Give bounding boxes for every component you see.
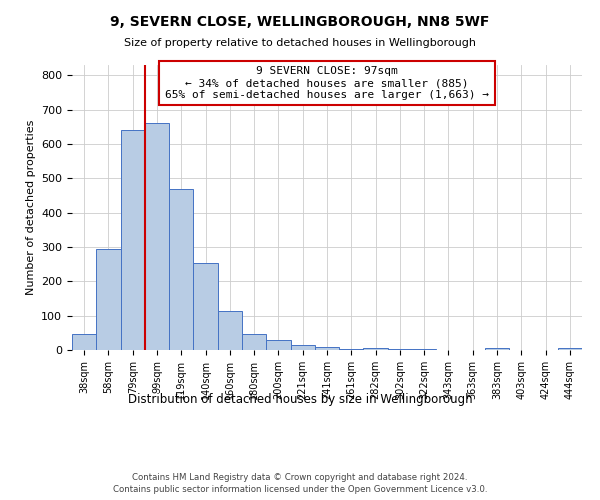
Text: Size of property relative to detached houses in Wellingborough: Size of property relative to detached ho… — [124, 38, 476, 48]
Y-axis label: Number of detached properties: Number of detached properties — [26, 120, 35, 295]
Bar — [145, 124, 169, 350]
Text: 9, SEVERN CLOSE, WELLINGBOROUGH, NN8 5WF: 9, SEVERN CLOSE, WELLINGBOROUGH, NN8 5WF — [110, 15, 490, 29]
Bar — [121, 130, 145, 350]
Bar — [315, 346, 339, 350]
Bar — [364, 348, 388, 350]
Bar — [266, 340, 290, 350]
Bar — [72, 334, 96, 350]
Bar — [193, 263, 218, 350]
Bar — [218, 311, 242, 350]
Text: Contains public sector information licensed under the Open Government Licence v3: Contains public sector information licen… — [113, 485, 487, 494]
Text: Distribution of detached houses by size in Wellingborough: Distribution of detached houses by size … — [128, 392, 472, 406]
Bar — [485, 348, 509, 350]
Text: 9 SEVERN CLOSE: 97sqm
← 34% of detached houses are smaller (885)
65% of semi-det: 9 SEVERN CLOSE: 97sqm ← 34% of detached … — [165, 66, 489, 100]
Bar — [388, 349, 412, 350]
Bar — [290, 345, 315, 350]
Bar — [242, 334, 266, 350]
Text: Contains HM Land Registry data © Crown copyright and database right 2024.: Contains HM Land Registry data © Crown c… — [132, 472, 468, 482]
Bar — [96, 250, 121, 350]
Bar — [558, 348, 582, 350]
Bar — [169, 188, 193, 350]
